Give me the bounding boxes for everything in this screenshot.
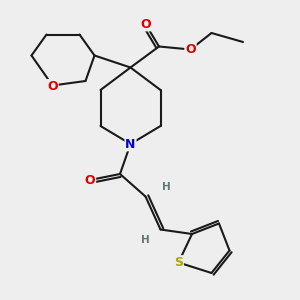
Text: H: H <box>141 235 150 245</box>
Text: N: N <box>125 137 136 151</box>
Text: O: O <box>140 17 151 31</box>
Text: H: H <box>162 182 171 193</box>
Text: O: O <box>85 173 95 187</box>
Text: O: O <box>47 80 58 93</box>
Text: O: O <box>185 43 196 56</box>
Text: S: S <box>174 256 183 269</box>
